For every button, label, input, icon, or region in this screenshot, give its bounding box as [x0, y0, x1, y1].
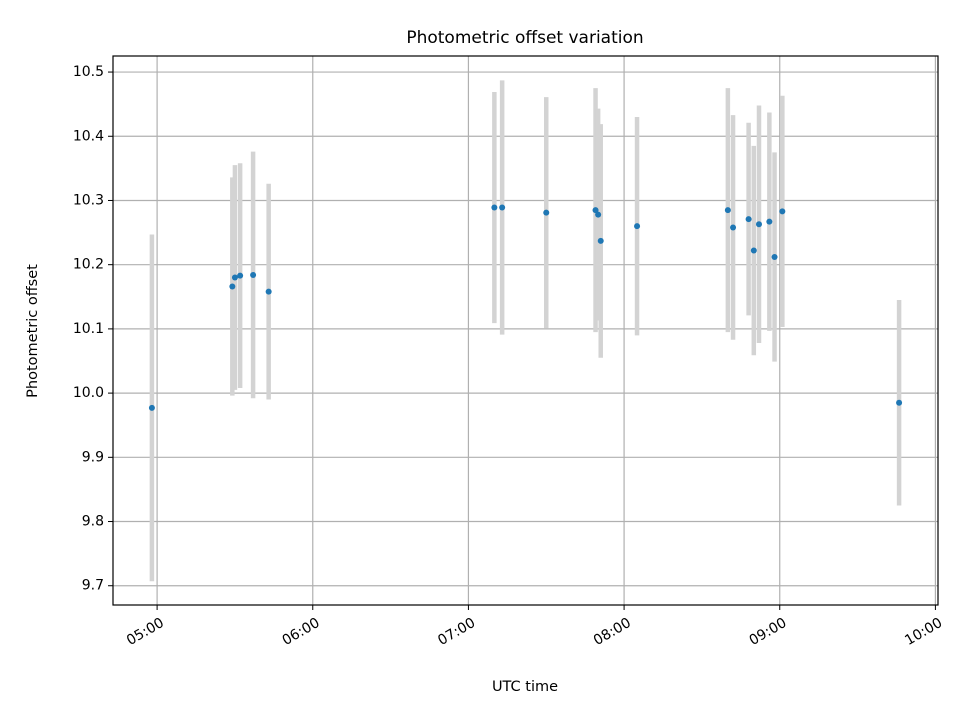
data-point [265, 288, 272, 295]
x-axis-title: UTC time [492, 679, 558, 695]
grid [113, 56, 938, 605]
y-tick-label: 10.1 [73, 321, 104, 337]
y-tick-label: 10.0 [73, 385, 104, 401]
y-axis-title: Photometric offset [25, 264, 41, 398]
x-axis: 05:00 06:00 07:00 08:00 09:00 10:00 [124, 605, 945, 649]
data-point [634, 223, 641, 230]
plot-area [113, 56, 938, 605]
x-tick-label: 06:00 [280, 615, 323, 649]
data-point [755, 221, 762, 228]
data-point [750, 247, 757, 254]
data-point [724, 207, 731, 214]
y-tick-label: 9.9 [82, 449, 104, 465]
data-points [148, 204, 903, 411]
data-point [491, 204, 498, 211]
data-point [779, 208, 786, 215]
y-tick-label: 10.2 [73, 257, 104, 273]
y-tick-label: 10.4 [73, 128, 104, 144]
y-tick-label: 10.5 [73, 64, 104, 80]
data-point [745, 216, 752, 223]
chart-title: Photometric offset variation [406, 28, 643, 48]
y-axis: 9.7 9.8 9.9 10.0 10.1 10.2 10.3 10.4 10.5 [73, 64, 113, 594]
y-tick-label: 9.8 [82, 514, 104, 530]
data-point [730, 224, 737, 231]
data-point [229, 283, 236, 290]
data-point [250, 271, 257, 278]
y-tick-label: 9.7 [82, 578, 104, 594]
data-point [766, 218, 773, 225]
data-point [896, 399, 903, 406]
data-point [231, 274, 238, 281]
x-tick-label: 10:00 [902, 615, 945, 649]
data-point [592, 207, 599, 214]
data-point [597, 237, 604, 244]
data-point [771, 253, 778, 260]
data-point [148, 404, 155, 411]
data-point [595, 211, 602, 218]
y-tick-label: 10.3 [73, 192, 104, 208]
plot-frame [112, 55, 939, 606]
x-tick-label: 08:00 [591, 615, 634, 649]
x-tick-label: 07:00 [435, 615, 478, 649]
x-tick-label: 05:00 [124, 615, 167, 649]
data-point [237, 272, 244, 279]
x-tick-label: 09:00 [747, 615, 790, 649]
data-point [499, 204, 506, 211]
data-point [543, 209, 550, 216]
